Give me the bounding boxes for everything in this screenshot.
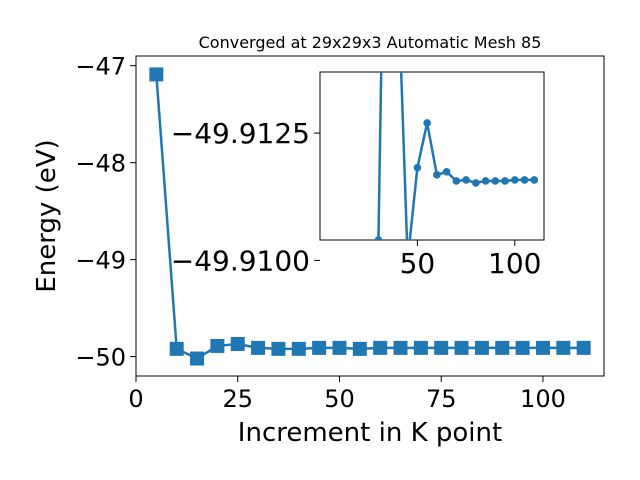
inset-line-offscale-down bbox=[399, 72, 409, 240]
y-tick-label: −49 bbox=[75, 247, 126, 275]
y-tick-label: −48 bbox=[75, 150, 126, 178]
inset-data-point bbox=[374, 236, 383, 240]
inset-data-point bbox=[472, 179, 480, 187]
main-data-point bbox=[393, 340, 408, 355]
main-data-point bbox=[291, 341, 306, 356]
inset-data-point bbox=[462, 176, 470, 184]
inset-data-point bbox=[481, 177, 490, 185]
inset-data-point bbox=[491, 177, 500, 185]
inset-data-point bbox=[433, 171, 441, 179]
inset-y-tick-label: −49.9125 bbox=[171, 117, 310, 150]
inset-series bbox=[374, 72, 539, 240]
inset-data-point bbox=[442, 167, 451, 176]
main-data-point bbox=[413, 340, 428, 355]
inset-data-point bbox=[501, 177, 509, 185]
main-data-point bbox=[271, 341, 286, 356]
main-data-point bbox=[474, 340, 489, 355]
inset-data-point bbox=[510, 176, 519, 184]
x-tick-label: 50 bbox=[324, 385, 355, 413]
main-data-point bbox=[535, 340, 550, 355]
main-data-point bbox=[556, 340, 571, 355]
y-tick-label: −47 bbox=[75, 53, 126, 81]
main-data-point bbox=[373, 340, 388, 355]
main-data-point bbox=[190, 351, 205, 366]
main-data-point bbox=[434, 340, 449, 355]
main-data-point bbox=[230, 337, 245, 351]
main-data-point bbox=[332, 340, 347, 355]
inset-data-point bbox=[530, 176, 539, 184]
main-data-point bbox=[169, 341, 184, 356]
main-data-point bbox=[251, 340, 266, 355]
y-tick-label: −50 bbox=[75, 344, 126, 372]
main-data-point bbox=[149, 67, 164, 82]
inset-data-point bbox=[423, 119, 431, 127]
main-data-point bbox=[312, 340, 327, 355]
inset-line-offscale-up bbox=[377, 72, 383, 240]
inset-data-point bbox=[520, 176, 529, 184]
inset-x-tick-label: 50 bbox=[400, 247, 436, 280]
main-data-point bbox=[495, 340, 510, 355]
x-tick-label: 25 bbox=[222, 385, 253, 413]
main-data-point bbox=[454, 340, 469, 355]
main-series-line bbox=[155, 74, 584, 360]
main-data-point bbox=[515, 340, 530, 355]
inset-data-point bbox=[452, 177, 461, 185]
x-tick-label: 75 bbox=[426, 385, 457, 413]
main-data-point bbox=[210, 338, 225, 353]
x-tick-label: 0 bbox=[128, 385, 143, 413]
inset-data-point bbox=[413, 163, 422, 172]
inset-x-tick-label: 100 bbox=[488, 247, 541, 280]
main-ticks: 0 25 50 75 100 −47 −48 −49 −50 bbox=[75, 53, 566, 413]
x-axis-label: Increment in K point bbox=[238, 418, 502, 448]
chart-title: Converged at 29x29x3 Automatic Mesh 85 bbox=[199, 33, 542, 52]
x-tick-label: 100 bbox=[520, 385, 566, 413]
inset-y-tick-label: −49.9100 bbox=[171, 244, 310, 277]
y-axis-label: Energy (eV) bbox=[32, 139, 62, 292]
main-series bbox=[149, 67, 591, 366]
main-data-point bbox=[576, 340, 591, 355]
inset-ticks: 50 100 −49.9125 −49.9100 bbox=[171, 117, 542, 280]
main-data-point bbox=[352, 341, 367, 356]
inset-plot-frame bbox=[319, 71, 545, 241]
main-plot-frame bbox=[135, 55, 605, 377]
